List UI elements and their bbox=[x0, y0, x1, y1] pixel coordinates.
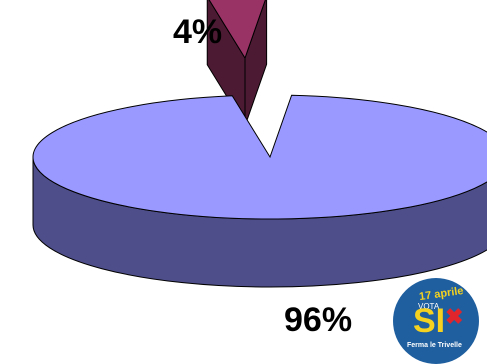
slice-4-percent bbox=[208, 0, 266, 60]
logo-circle: 17 aprile VOTA SI ✖ Ferma le Trivelle bbox=[393, 278, 479, 364]
logo-si-text: SI bbox=[413, 302, 446, 340]
logo-vote-text: VOTA bbox=[418, 302, 440, 311]
logo-date: 17 aprile bbox=[418, 284, 465, 304]
cross-icon: ✖ bbox=[445, 304, 464, 329]
slice-label-96-percent: 96% bbox=[284, 301, 353, 339]
slice-96-percent bbox=[32, 94, 487, 220]
referendum-logo: 17 aprile VOTA SI ✖ Ferma le Trivelle bbox=[393, 278, 479, 364]
slice-label-4-percent: 4% bbox=[173, 13, 223, 51]
logo-slogan: Ferma le Trivelle bbox=[407, 342, 462, 349]
pie-slices bbox=[32, 0, 487, 288]
